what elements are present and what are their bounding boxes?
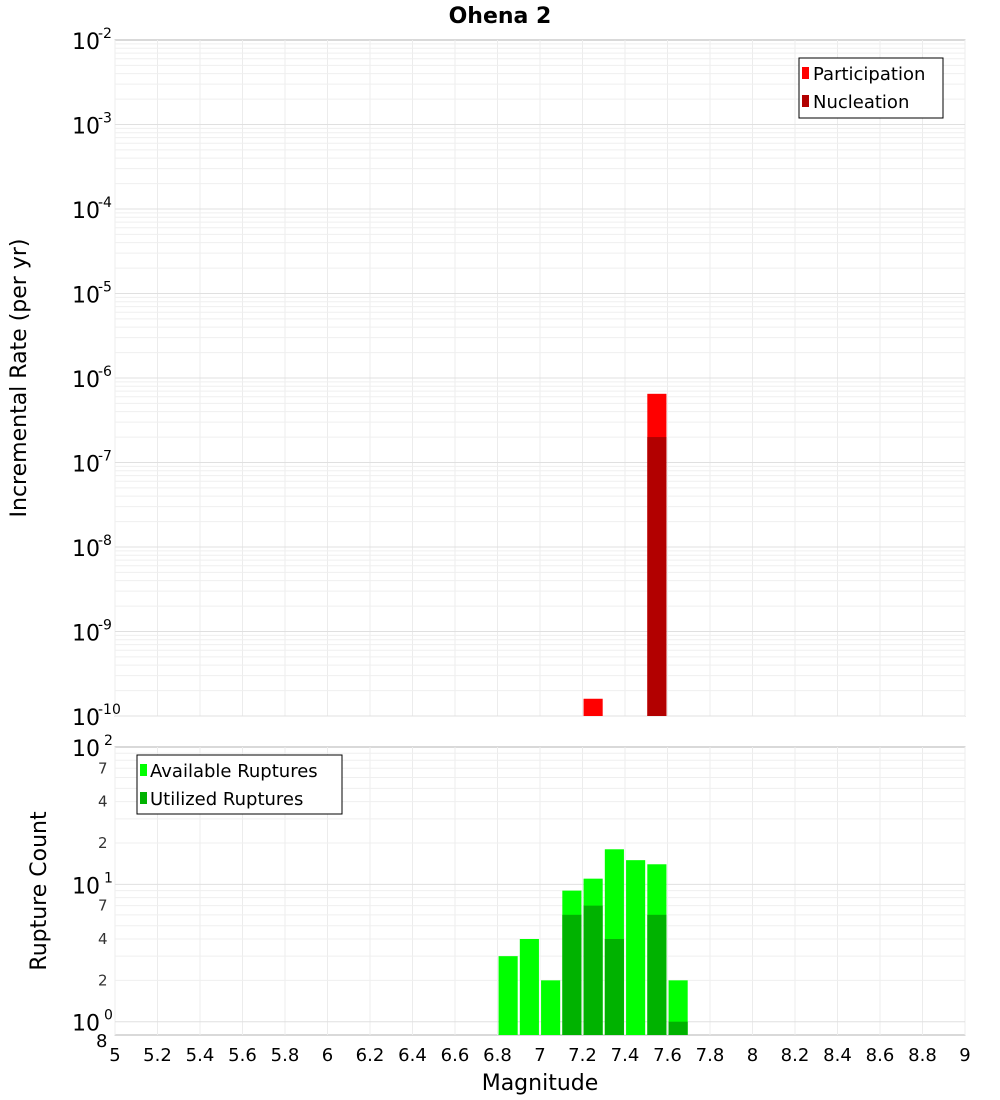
x-tick-label: 7.2 (568, 1045, 597, 1066)
bottom-legend: Available Ruptures Utilized Ruptures (136, 754, 343, 815)
top-y-tick-base: 10 (72, 115, 100, 140)
top-y-axis-label: Incremental Rate (per yr) (7, 239, 32, 518)
x-tick-label: 6.4 (398, 1045, 427, 1066)
bottom-y-minor-tick: 8 (96, 1031, 107, 1052)
x-tick-label: 8 (747, 1045, 758, 1066)
top-panel: 10-210-310-410-510-610-710-810-910-10 In… (7, 26, 966, 731)
x-tick-label: 6.6 (441, 1045, 470, 1066)
top-y-tick-base: 10 (72, 284, 100, 309)
top-gridlines (114, 40, 966, 717)
chart-title: Ohena 2 (449, 4, 552, 29)
bar-nucleation (647, 437, 667, 716)
x-tick-label: 7.6 (653, 1045, 682, 1066)
bottom-bars (498, 849, 688, 1035)
bottom-y-minor-tick: 7 (98, 759, 108, 777)
bottom-y-tick-base: 10 (72, 874, 100, 899)
legend-swatch-nucleation (802, 95, 809, 107)
x-axis-ticks: 5 5.2 5.4 5.6 5.8 6 6.2 6.4 6.6 6.8 7 7.2 7.4 7.6 7.8 8… (109, 1045, 970, 1066)
bottom-y-minor-tick: 2 (98, 834, 108, 852)
x-tick-label: 5.4 (186, 1045, 215, 1066)
bottom-y-minor-tick: 4 (98, 930, 108, 948)
bottom-legend-box (136, 754, 343, 815)
top-y-tick-exponent: -2 (98, 26, 112, 42)
bar-available-ruptures (626, 860, 646, 1035)
top-y-tick-exponent: -7 (98, 449, 112, 465)
top-y-tick-base: 10 (72, 30, 100, 55)
top-bars (583, 393, 667, 716)
x-axis-label: Magnitude (482, 1071, 599, 1096)
x-tick-label: 6.2 (356, 1045, 385, 1066)
top-y-tick-exponent: -9 (98, 618, 112, 634)
bar-utilized-ruptures (583, 905, 603, 1035)
top-y-tick-exponent: -8 (98, 533, 112, 549)
x-tick-label: 6.8 (483, 1045, 512, 1066)
x-tick-label: 5.8 (271, 1045, 300, 1066)
bar-available-ruptures (668, 980, 688, 1035)
bottom-y-tick-base: 10 (72, 1012, 100, 1037)
bottom-y-minor-tick: 2 (98, 971, 108, 989)
x-tick-label: 6 (322, 1045, 333, 1066)
x-tick-label: 8.4 (823, 1045, 852, 1066)
bottom-y-axis-label: Rupture Count (27, 811, 52, 971)
bottom-y-minor-tick: 4 (98, 793, 108, 811)
bar-utilized-ruptures (604, 939, 624, 1035)
bar-available-ruptures (498, 956, 518, 1035)
top-y-tick-base: 10 (72, 199, 100, 224)
bottom-y-minor-tick: 7 (98, 897, 108, 915)
top-y-tick-exponent: -10 (98, 702, 121, 718)
x-tick-label: 7.8 (696, 1045, 725, 1066)
legend-label-nucleation: Nucleation (813, 92, 909, 113)
top-y-ticks: 10-210-310-410-510-610-710-810-910-10 (72, 26, 121, 731)
legend-swatch-available (140, 764, 147, 776)
top-y-tick-base: 10 (72, 368, 100, 393)
x-tick-label: 8.6 (866, 1045, 895, 1066)
x-tick-label: 9 (959, 1045, 970, 1066)
x-tick-label: 5.6 (228, 1045, 257, 1066)
top-legend-box (798, 57, 944, 119)
top-y-tick-exponent: -5 (98, 280, 112, 296)
x-tick-label: 7.4 (611, 1045, 640, 1066)
top-y-tick-base: 10 (72, 706, 100, 731)
bottom-y-tick-exponent: 0 (104, 1008, 113, 1024)
top-legend: Participation Nucleation (798, 57, 944, 119)
x-tick-label: 8.2 (781, 1045, 810, 1066)
legend-label-participation: Participation (813, 64, 925, 85)
top-y-tick-base: 10 (72, 453, 100, 478)
bottom-y-tick-exponent: 2 (104, 733, 113, 749)
legend-swatch-utilized (140, 792, 147, 804)
x-tick-label: 5 (109, 1045, 120, 1066)
x-tick-label: 7 (534, 1045, 545, 1066)
top-y-tick-exponent: -6 (98, 364, 112, 380)
top-y-tick-exponent: -4 (98, 195, 112, 211)
bar-utilized-ruptures (562, 914, 582, 1035)
bar-available-ruptures (541, 980, 561, 1035)
bottom-y-tick-base: 10 (72, 737, 100, 762)
top-y-tick-base: 10 (72, 537, 100, 562)
top-y-tick-base: 10 (72, 622, 100, 647)
bottom-y-tick-exponent: 1 (104, 870, 113, 886)
legend-swatch-participation (802, 67, 809, 79)
bar-utilized-ruptures (668, 1021, 688, 1035)
top-y-tick-exponent: -3 (98, 111, 112, 127)
bar-available-ruptures (519, 939, 539, 1035)
legend-label-utilized: Utilized Ruptures (150, 789, 303, 810)
x-tick-label: 5.2 (143, 1045, 172, 1066)
bar-participation (583, 698, 603, 716)
bottom-gridlines (114, 747, 966, 1035)
x-tick-label: 8.8 (908, 1045, 937, 1066)
legend-label-available: Available Ruptures (150, 761, 318, 782)
bar-utilized-ruptures (647, 914, 667, 1035)
